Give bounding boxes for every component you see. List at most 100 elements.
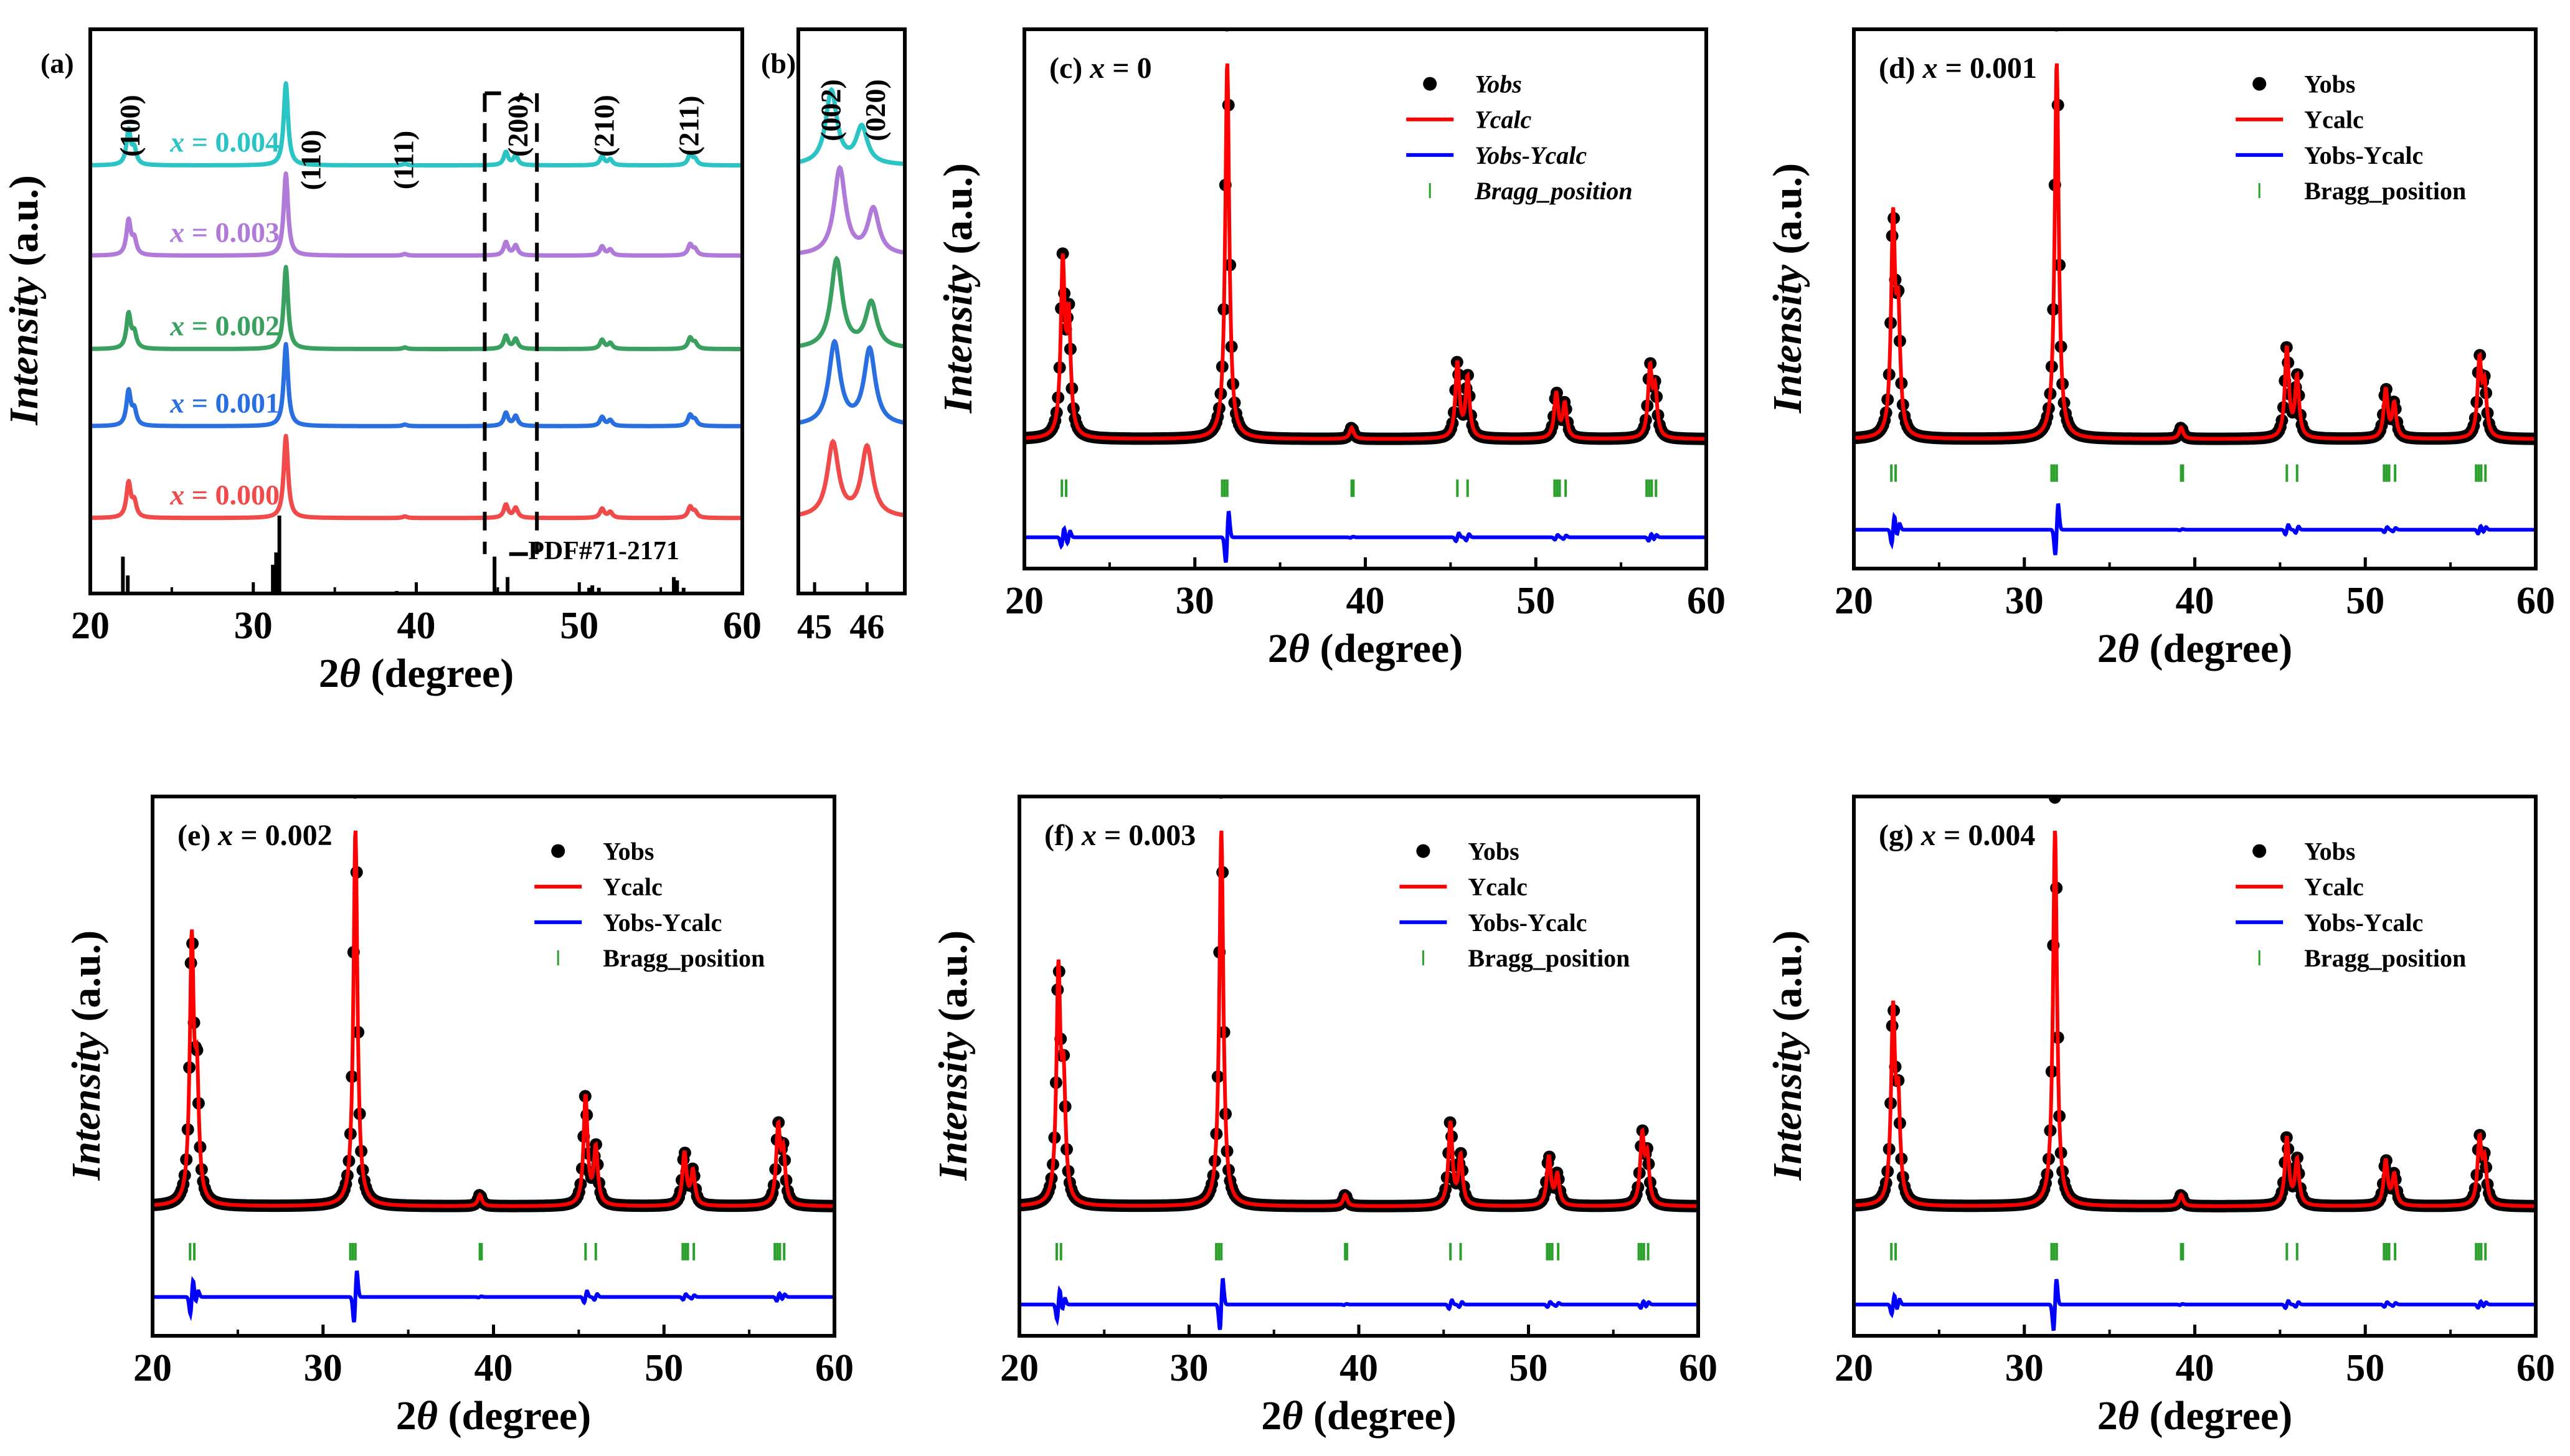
series-label-var: x: [169, 310, 184, 342]
x-tick-label: 20: [133, 1347, 172, 1389]
panel-label-value: = 0.003: [1097, 819, 1196, 852]
legend-label: Ycalc: [2304, 106, 2364, 134]
x-axis-label-post: (degree): [2139, 626, 2292, 671]
plot-frame: [1852, 27, 2538, 570]
plot-area: [1854, 29, 2536, 555]
difference-line: [1854, 1279, 2536, 1331]
x-axis-label-var: θ: [1282, 1393, 1303, 1439]
plot-frame: [1852, 795, 2538, 1338]
x-tick-label: 50: [645, 1347, 683, 1389]
series-label-var: x: [169, 126, 184, 158]
y-axis-label-var: Intensity: [930, 1031, 976, 1181]
y-axis-label-var: Intensity: [1765, 264, 1810, 414]
panel-label: (f) x = 0.003: [1044, 819, 1196, 852]
ycalc-line: [1024, 63, 1706, 441]
legend-label: Bragg_position: [2304, 177, 2466, 205]
hkl-label: (111): [388, 131, 420, 190]
panel-b: 45 46 (b) (002) (020): [761, 27, 907, 646]
series-line-0: [798, 438, 905, 518]
ycalc-line: [153, 830, 834, 1208]
legend-label: Yobs-Ycalc: [2304, 909, 2423, 937]
panel-label-var: x: [1920, 819, 1936, 852]
legend-label: Ycalc: [1468, 873, 1528, 901]
x-tick-label: 60: [815, 1347, 854, 1389]
hkl-label: (211): [673, 95, 705, 156]
x-tick-label: 20: [1005, 580, 1044, 622]
legend-yobs-marker: [1423, 77, 1437, 91]
x-axis-label-var: θ: [2118, 1393, 2139, 1439]
panel-label-value: = 0.004: [1936, 819, 2035, 852]
hkl-label: (110): [295, 130, 326, 190]
hkl-label: (020): [859, 79, 891, 141]
plot-area: [1024, 29, 1706, 563]
plot-area: [1854, 797, 2536, 1331]
plot-area: [1019, 797, 1698, 1330]
series-line-1: [90, 342, 742, 428]
x-tick-label: 60: [2516, 580, 2555, 622]
legend-yobs-marker: [2252, 844, 2267, 858]
x-axis-label: 2θ (degree): [2097, 626, 2292, 671]
panel-label-letter: (c): [1049, 52, 1090, 85]
x-tick-label: 20: [1835, 580, 1873, 622]
ycalc-line: [1854, 830, 2536, 1208]
panel-label: (c) x = 0: [1049, 52, 1152, 85]
panel-label: (a): [40, 47, 74, 79]
y-axis-label-var: Intensity: [1, 277, 47, 426]
series-label-value: = 0.000: [184, 479, 280, 511]
panel-label-var: x: [1081, 819, 1097, 852]
series-label: x = 0.001: [169, 387, 280, 418]
x-tick-label: 45: [797, 608, 832, 646]
y-axis-label-post: (a.u.): [64, 930, 109, 1032]
plot-frame: [151, 795, 836, 1338]
difference-line: [1019, 1278, 1698, 1330]
series-label-value: = 0.002: [184, 310, 280, 342]
plot-frame: [88, 27, 744, 595]
x-tick-label: 60: [1687, 580, 1726, 622]
y-axis-label-var: Intensity: [64, 1031, 109, 1181]
x-axis-label-pre: 2: [396, 1393, 417, 1439]
panel-label-value: = 0.001: [1938, 52, 2037, 85]
y-axis-label: Intensity (a.u.): [935, 163, 981, 414]
x-tick-label: 60: [1679, 1347, 1717, 1389]
panel-label-var: x: [1089, 52, 1105, 85]
hkl-label: (200): [502, 95, 534, 157]
x-tick-label: 46: [849, 608, 884, 646]
x-axis-label-post: (degree): [2139, 1393, 2292, 1439]
panel-label-value: = 0.002: [233, 819, 332, 852]
x-tick-label: 50: [2346, 580, 2384, 622]
legend-label: Bragg_position: [1468, 944, 1630, 972]
series-label-var: x: [169, 387, 184, 418]
plot-frame: [1023, 27, 1708, 570]
panel-label: (d) x = 0.001: [1879, 52, 2037, 85]
x-axis-label-post: (degree): [361, 651, 514, 696]
series-line-4: [90, 81, 742, 168]
zoom-region-box: [483, 91, 539, 556]
panel-c: 20 30 40 50 60 (c) x = 0 Yobs Ycalc Yobs-Ycalc Br…: [935, 27, 1726, 671]
panel-label: (e) x = 0.002: [177, 819, 333, 852]
x-axis-label-pre: 2: [319, 651, 339, 696]
y-axis-label-var: Intensity: [935, 264, 981, 414]
x-axis-label-pre: 2: [2097, 626, 2118, 671]
legend-label: Ycalc: [1475, 106, 1531, 134]
x-axis-label-pre: 2: [1261, 1393, 1282, 1439]
series-label: x = 0.002: [169, 310, 280, 342]
difference-line: [1024, 511, 1706, 563]
x-axis-label-var: θ: [1288, 626, 1310, 671]
series-label-value: = 0.003: [184, 216, 280, 248]
x-tick-label: 50: [1509, 1347, 1548, 1389]
panel-g: 20 30 40 50 60 (g) x = 0.004 Yobs Ycalc Yobs-Yca…: [1765, 795, 2555, 1439]
x-tick-label: 40: [1339, 1347, 1378, 1389]
panel-d: 20 30 40 50 60 (d) x = 0.001 Yobs Ycalc Yobs-Yca…: [1765, 27, 2555, 671]
legend-label: Bragg_position: [2304, 944, 2466, 972]
series-line-0: [90, 433, 742, 521]
legend-label: Bragg_position: [603, 944, 765, 972]
series-line-3: [798, 164, 905, 255]
x-tick-label: 20: [1000, 1347, 1039, 1389]
y-axis-label-post: (a.u.): [1, 175, 47, 277]
legend-label: Yobs: [1468, 838, 1519, 866]
panel-label-letter: (e): [177, 819, 218, 852]
x-axis-label-var: θ: [2118, 626, 2139, 671]
ycalc-line: [1854, 63, 2536, 441]
series-label-value: = 0.004: [184, 126, 280, 158]
